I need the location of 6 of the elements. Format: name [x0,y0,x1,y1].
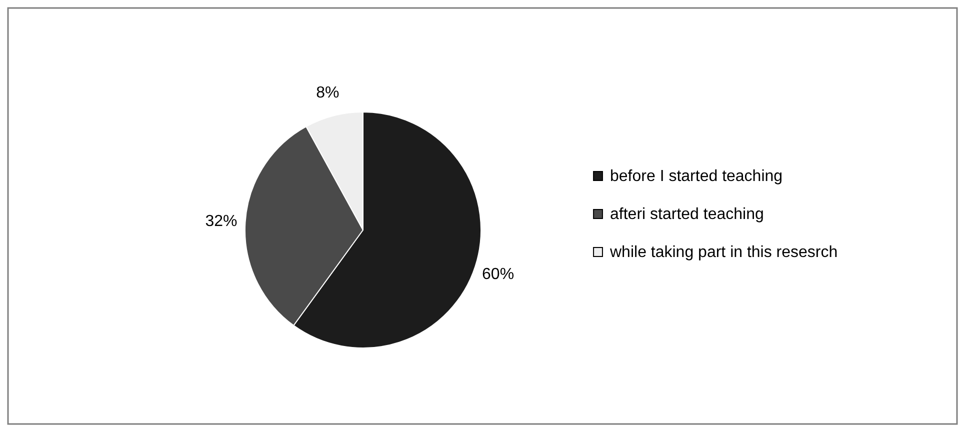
data-label: 8% [316,84,340,102]
legend-label: while taking part in this resesrch [609,244,838,261]
legend-label: afteri started teaching [610,206,764,223]
data-label: 60% [482,266,514,283]
data-label: 32% [205,213,238,230]
legend-label: before I started teaching [610,168,783,185]
